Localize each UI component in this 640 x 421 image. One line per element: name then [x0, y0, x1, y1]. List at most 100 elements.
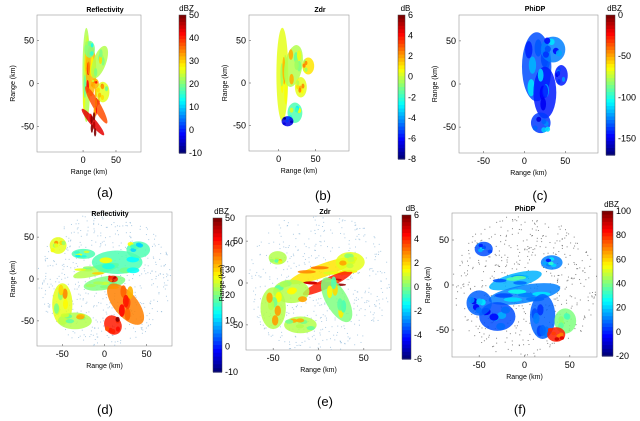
speckle [372, 319, 374, 321]
colorbar-segment [402, 341, 411, 346]
echo-cell [90, 124, 94, 133]
speckle [319, 346, 321, 348]
speckle [511, 344, 513, 346]
speckle [81, 329, 83, 331]
speckle [453, 273, 455, 275]
speckle [363, 235, 365, 237]
speckle [468, 249, 470, 251]
colorbar-segment [606, 137, 615, 142]
speckle [309, 296, 311, 298]
echo-cell [542, 51, 549, 58]
speckle [76, 228, 78, 230]
speckle [566, 232, 568, 234]
speckle [146, 315, 148, 317]
speckle [457, 285, 459, 287]
colorbar-tick-label: 60 [616, 254, 626, 264]
speckle [536, 240, 538, 242]
echo-cell [271, 315, 279, 326]
speckle [167, 274, 169, 276]
speckle [71, 337, 73, 339]
speckle [155, 275, 157, 277]
speckle [251, 259, 253, 261]
echo-cell [563, 313, 570, 320]
speckle [565, 299, 567, 301]
speckle [133, 327, 135, 329]
speckle [268, 242, 270, 244]
speckle [506, 216, 508, 218]
speckle [317, 229, 319, 231]
colorbar-segment [606, 29, 615, 34]
speckle [85, 246, 87, 248]
colorbar-segment [213, 318, 222, 323]
speckle [87, 230, 89, 232]
speckle [557, 274, 559, 276]
colorbar-segment [402, 265, 411, 270]
y-axis-label: Range (km) [432, 66, 439, 103]
speckle [72, 262, 74, 264]
speckle [125, 221, 127, 223]
speckle [590, 258, 592, 260]
panel-caption: (f) [514, 402, 526, 417]
speckle [483, 271, 485, 273]
speckle [106, 226, 108, 228]
speckle [297, 224, 299, 226]
speckle [553, 298, 555, 300]
speckle [160, 246, 162, 248]
speckle [476, 242, 478, 244]
speckle [340, 342, 342, 344]
speckle [356, 228, 358, 230]
speckle [498, 265, 500, 267]
colorbar-segment [179, 63, 186, 68]
speckle [155, 235, 157, 237]
speckle [129, 324, 131, 326]
echo-cell [298, 296, 308, 303]
speckle [330, 346, 332, 348]
speckle [467, 273, 469, 275]
colorbar-unit: dB [401, 4, 411, 13]
speckle [78, 286, 80, 288]
speckle [525, 313, 527, 315]
echo-cell [96, 87, 100, 93]
speckle [504, 272, 506, 274]
speckle [522, 308, 524, 310]
speckle [62, 268, 64, 270]
speckle [328, 308, 330, 310]
colorbar-segment [213, 221, 222, 227]
speckle [44, 293, 46, 295]
speckle [314, 245, 316, 247]
speckle [529, 333, 531, 335]
colorbar-segment [213, 341, 222, 346]
speckle [305, 302, 307, 304]
speckle [104, 237, 106, 239]
speckle [517, 263, 519, 265]
speckle [510, 247, 512, 249]
echo-cell [557, 78, 561, 85]
speckle [91, 326, 93, 328]
speckle [286, 276, 288, 278]
speckle [356, 235, 358, 237]
speckle [311, 336, 313, 338]
colorbar-segment [606, 39, 615, 44]
speckle [566, 246, 568, 248]
speckle [524, 354, 526, 356]
speckle [308, 338, 310, 340]
colorbar-segment [179, 118, 186, 123]
speckle [378, 251, 380, 253]
speckle [475, 325, 477, 327]
speckle [364, 302, 366, 304]
colorbar-segment [606, 25, 615, 30]
speckle [111, 314, 113, 316]
speckle [45, 260, 47, 262]
echo-cell [540, 97, 547, 111]
speckle [484, 328, 486, 330]
colorbar-segment [606, 95, 615, 100]
speckle [100, 244, 102, 246]
speckle [147, 257, 149, 259]
speckle [368, 291, 370, 293]
speckle [500, 241, 502, 243]
speckle [84, 216, 86, 218]
speckle [498, 250, 500, 252]
speckle [148, 324, 150, 326]
speckle [301, 341, 303, 343]
speckle [270, 335, 272, 337]
